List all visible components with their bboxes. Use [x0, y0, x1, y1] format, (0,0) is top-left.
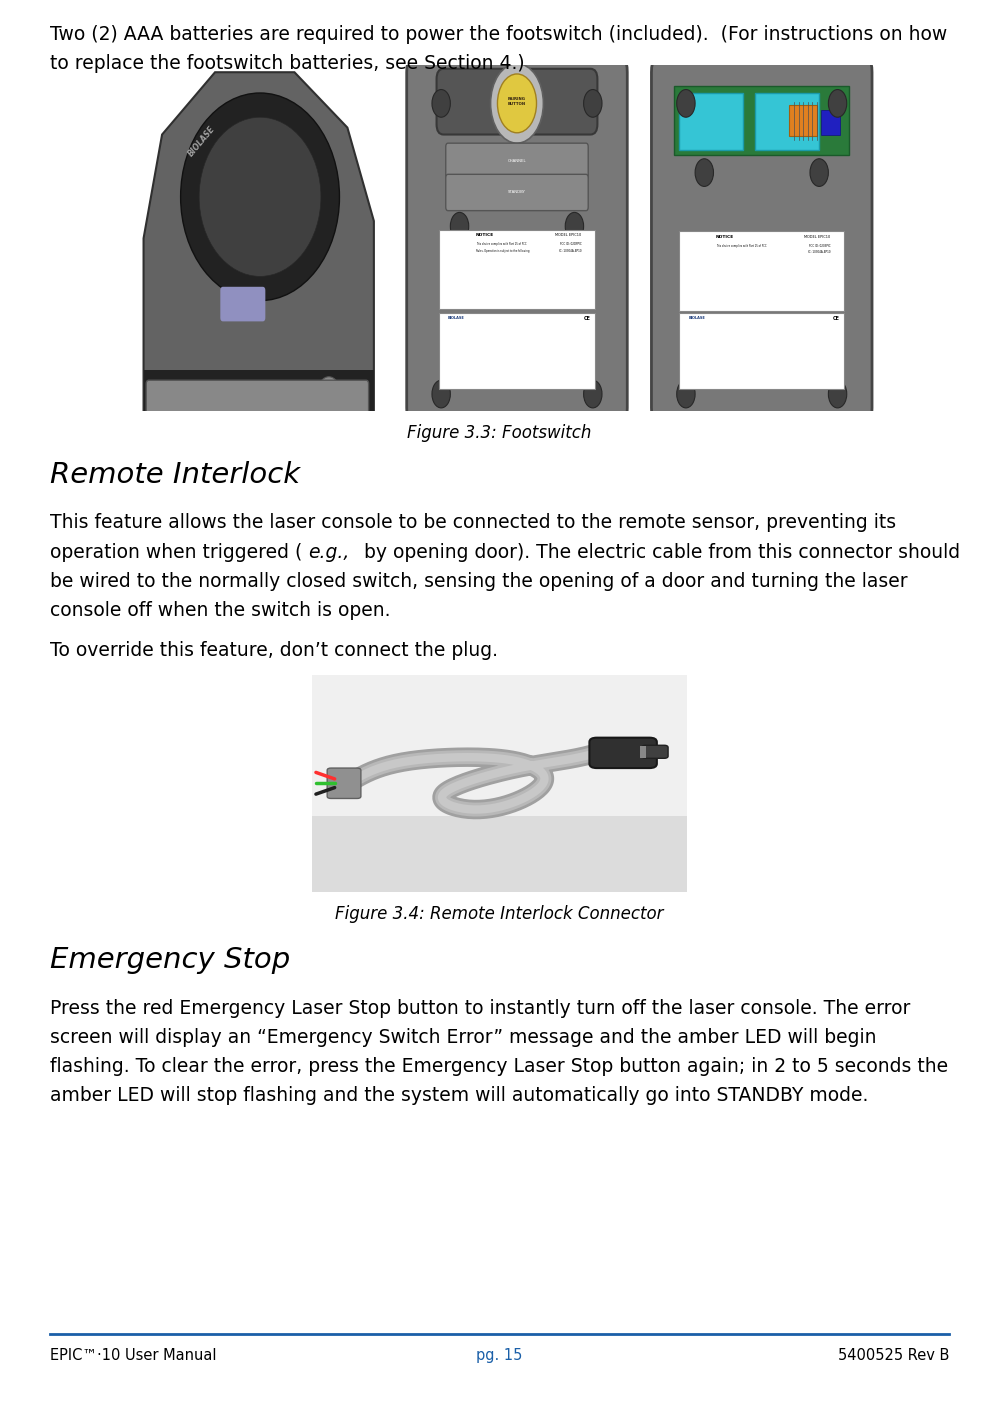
Text: MODEL EPIC10: MODEL EPIC10: [555, 233, 581, 237]
Text: FCC ID: 0203PIC: FCC ID: 0203PIC: [809, 244, 831, 248]
Text: NOTICE: NOTICE: [716, 235, 734, 240]
Circle shape: [828, 380, 847, 408]
Text: Remote Interlock: Remote Interlock: [50, 461, 300, 489]
Text: Two (2) AAA batteries are required to power the footswitch (included).  (For ins: Two (2) AAA batteries are required to po…: [50, 25, 947, 43]
FancyBboxPatch shape: [642, 745, 668, 758]
FancyBboxPatch shape: [651, 52, 872, 429]
Text: NOTICE: NOTICE: [476, 233, 494, 237]
FancyBboxPatch shape: [446, 174, 588, 210]
Bar: [821, 111, 840, 134]
Text: amber LED will stop flashing and the system will automatically go into STANDBY m: amber LED will stop flashing and the sys…: [50, 1086, 868, 1105]
Bar: [679, 231, 844, 311]
Bar: [755, 92, 819, 150]
Text: FCC ID: 02DFPIC: FCC ID: 02DFPIC: [559, 242, 581, 247]
Text: screen will display an “Emergency Switch Error” message and the amber LED will b: screen will display an “Emergency Switch…: [50, 1028, 876, 1047]
Text: Figure 3.4: Remote Interlock Connector: Figure 3.4: Remote Interlock Connector: [336, 905, 663, 923]
FancyBboxPatch shape: [446, 143, 588, 179]
Text: Press the red Emergency Laser Stop button to instantly turn off the laser consol: Press the red Emergency Laser Stop butto…: [50, 999, 910, 1019]
FancyBboxPatch shape: [221, 287, 266, 321]
Text: IC: 10304A-EP10: IC: 10304A-EP10: [558, 249, 581, 252]
Circle shape: [432, 380, 451, 408]
Circle shape: [491, 63, 543, 143]
Circle shape: [181, 92, 340, 301]
FancyBboxPatch shape: [328, 768, 361, 799]
Circle shape: [695, 158, 713, 186]
Text: Emergency Stop: Emergency Stop: [50, 947, 291, 975]
Bar: [312, 675, 687, 815]
Text: 5400525 Rev B: 5400525 Rev B: [837, 1348, 949, 1363]
Bar: [679, 92, 743, 150]
Circle shape: [498, 74, 536, 133]
Text: BIOLASE: BIOLASE: [448, 317, 465, 321]
Circle shape: [199, 118, 321, 276]
Bar: [674, 85, 849, 156]
Bar: [679, 312, 844, 389]
Bar: [439, 312, 595, 389]
Text: STANDBY: STANDBY: [508, 191, 525, 193]
Text: be wired to the normally closed switch, sensing the opening of a door and turnin: be wired to the normally closed switch, …: [50, 572, 908, 591]
Text: BIOLASE: BIOLASE: [688, 317, 705, 321]
Text: Figure 3.3: Footswitch: Figure 3.3: Footswitch: [408, 425, 591, 443]
FancyBboxPatch shape: [407, 52, 627, 429]
Bar: [439, 230, 595, 310]
Circle shape: [432, 90, 451, 118]
Text: This device complies with Part 15 of FCC: This device complies with Part 15 of FCC: [716, 244, 766, 248]
Text: e.g.,: e.g.,: [309, 542, 350, 562]
Bar: [789, 105, 817, 136]
FancyBboxPatch shape: [146, 380, 369, 415]
Text: operation when triggered (: operation when triggered (: [50, 542, 303, 562]
Text: IC: 10304A-EP10: IC: 10304A-EP10: [808, 251, 831, 255]
FancyBboxPatch shape: [437, 69, 597, 134]
Text: CE: CE: [583, 317, 590, 321]
Text: This feature allows the laser console to be connected to the remote sensor, prev: This feature allows the laser console to…: [50, 513, 896, 532]
Circle shape: [583, 90, 602, 118]
Circle shape: [828, 90, 847, 118]
Circle shape: [319, 377, 340, 405]
PathPatch shape: [144, 73, 374, 412]
Circle shape: [676, 380, 695, 408]
Text: MODEL EPIC10: MODEL EPIC10: [804, 235, 831, 240]
Text: to replace the footswitch batteries, see Section 4.): to replace the footswitch batteries, see…: [50, 55, 524, 73]
Circle shape: [810, 158, 828, 186]
Text: pg. 15: pg. 15: [477, 1348, 522, 1363]
Bar: [640, 745, 645, 758]
Circle shape: [451, 213, 469, 240]
Text: by opening door). The electric cable from this connector should: by opening door). The electric cable fro…: [358, 542, 960, 562]
Circle shape: [676, 90, 695, 118]
Text: CE: CE: [833, 317, 840, 321]
PathPatch shape: [144, 370, 374, 412]
Circle shape: [583, 380, 602, 408]
Text: flashing. To clear the error, press the Emergency Laser Stop button again; in 2 : flashing. To clear the error, press the …: [50, 1058, 948, 1076]
FancyBboxPatch shape: [589, 738, 657, 768]
Text: Rules. Operation is subject to the following: Rules. Operation is subject to the follo…: [476, 249, 529, 254]
Text: This device complies with Part 15 of FCC: This device complies with Part 15 of FCC: [476, 242, 526, 247]
Text: EPIC™·10 User Manual: EPIC™·10 User Manual: [50, 1348, 217, 1363]
Text: CHANNEL: CHANNEL: [507, 158, 526, 163]
Text: PAIRING
BUTTON: PAIRING BUTTON: [507, 97, 526, 106]
Text: BIOLASE: BIOLASE: [187, 125, 217, 158]
Text: To override this feature, don’t connect the plug.: To override this feature, don’t connect …: [50, 640, 498, 660]
Text: console off when the switch is open.: console off when the switch is open.: [50, 601, 391, 619]
Circle shape: [565, 213, 583, 240]
